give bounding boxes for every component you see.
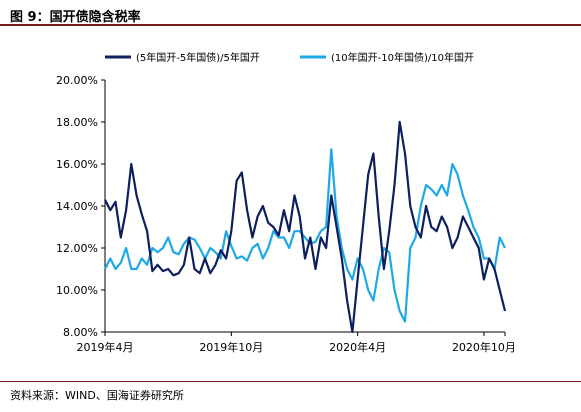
source-note: 资料来源：WIND、国海证券研究所 xyxy=(10,389,184,402)
x-tick-label: 2020年10月 xyxy=(452,340,516,354)
title-rule xyxy=(0,24,581,26)
legend-label-1: (5年国开-5年国债)/5年国开 xyxy=(136,51,260,64)
chart-axes: 8.00% 10.00% 12.00% 14.00% 16.00% 18.00% 20.00… xyxy=(56,74,516,354)
y-tick-label: 12.00% xyxy=(56,242,98,255)
x-tick-label: 2020年4月 xyxy=(329,340,386,354)
y-tick-label: 14.00% xyxy=(56,200,98,213)
y-tick-label: 10.00% xyxy=(56,284,98,297)
x-tick-label: 2019年10月 xyxy=(199,340,263,354)
y-tick-label: 8.00% xyxy=(63,326,98,339)
series-line-2 xyxy=(104,148,506,323)
series-line-1 xyxy=(104,120,507,334)
y-tick-label: 16.00% xyxy=(56,158,98,171)
legend-label-2: (10年国开-10年国债)/10年国开 xyxy=(331,51,474,64)
figure-title: 图 9：国开债隐含税率 xyxy=(10,10,141,25)
y-tick-label: 18.00% xyxy=(56,116,98,129)
x-tick-label: 2019年4月 xyxy=(77,340,134,354)
source-rule xyxy=(0,381,581,382)
y-tick-label: 20.00% xyxy=(56,74,98,87)
chart-legend: (5年国开-5年国债)/5年国开 (10年国开-10年国债)/10年国开 xyxy=(105,51,474,64)
chart-series xyxy=(104,120,507,334)
